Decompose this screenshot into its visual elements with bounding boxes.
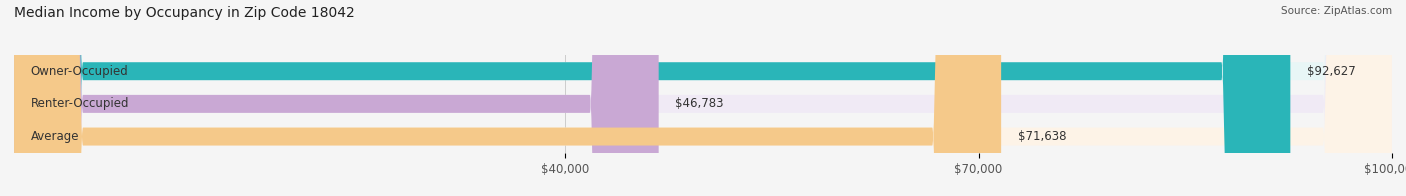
FancyBboxPatch shape (14, 0, 1392, 196)
FancyBboxPatch shape (14, 0, 1291, 196)
FancyBboxPatch shape (14, 0, 1392, 196)
FancyBboxPatch shape (14, 0, 1392, 196)
Text: $71,638: $71,638 (1018, 130, 1066, 143)
Text: Owner-Occupied: Owner-Occupied (31, 65, 128, 78)
Text: $46,783: $46,783 (675, 97, 724, 110)
Text: $92,627: $92,627 (1308, 65, 1355, 78)
Text: Average: Average (31, 130, 79, 143)
Text: Renter-Occupied: Renter-Occupied (31, 97, 129, 110)
Text: Source: ZipAtlas.com: Source: ZipAtlas.com (1281, 6, 1392, 16)
FancyBboxPatch shape (14, 0, 1001, 196)
FancyBboxPatch shape (14, 0, 658, 196)
Text: Median Income by Occupancy in Zip Code 18042: Median Income by Occupancy in Zip Code 1… (14, 6, 354, 20)
